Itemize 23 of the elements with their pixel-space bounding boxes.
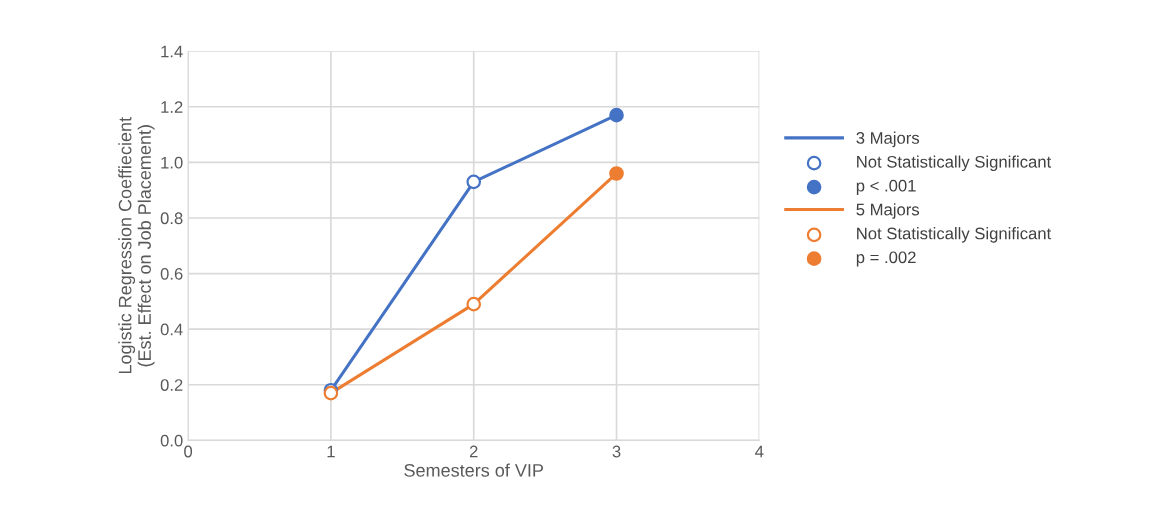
- y-tick-label: 1.0: [161, 156, 183, 169]
- y-tick-label: 1.2: [161, 101, 183, 113]
- legend-label: Not Statistically Significant: [857, 227, 1052, 243]
- point: [609, 107, 624, 123]
- x-tick-label: 2: [469, 445, 478, 458]
- point: [609, 166, 624, 181]
- y-tick-label: 0.6: [160, 267, 183, 280]
- x-tick-label: 0: [184, 445, 193, 458]
- y-axis-title: Logistic Regression Coeffiecient (Est. Effect on Job Placement): [118, 117, 155, 374]
- legend-label: 3 Majors: [856, 131, 920, 148]
- x-tick-label: 3: [612, 445, 621, 458]
- x-tick-label: 1: [327, 445, 335, 458]
- legend-label: Not Statistically Significant: [857, 155, 1052, 172]
- y-tick-label: 0.8: [160, 212, 183, 225]
- legend-label: p = .002: [856, 251, 916, 267]
- y-tick-label: 1.4: [161, 45, 183, 58]
- x-axis-title: Semesters of VIP: [404, 463, 544, 477]
- legend-label: 5 Majors: [856, 203, 920, 219]
- x-tick-label: 4: [755, 445, 764, 458]
- y-tick-label: 0.0: [160, 434, 183, 447]
- y-tick-label: 0.4: [160, 323, 183, 336]
- legend-label: p < .001: [856, 179, 916, 195]
- y-tick-label: 0.2: [160, 379, 183, 391]
